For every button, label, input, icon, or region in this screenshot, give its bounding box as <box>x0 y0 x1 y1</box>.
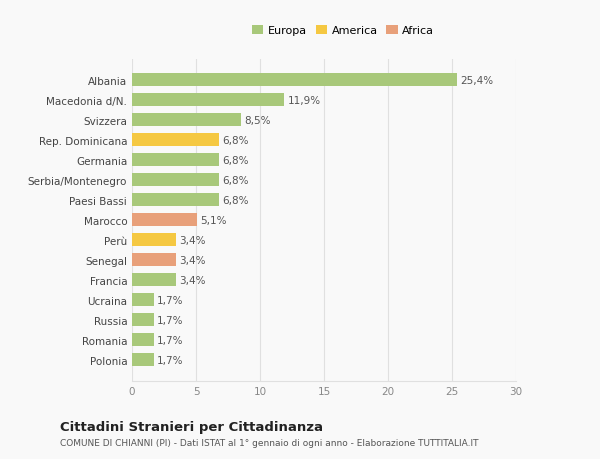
Text: 6,8%: 6,8% <box>222 135 249 146</box>
Text: 11,9%: 11,9% <box>287 96 320 106</box>
Bar <box>132 313 154 326</box>
Bar <box>132 94 284 107</box>
Bar <box>132 194 219 207</box>
Text: 25,4%: 25,4% <box>460 76 493 86</box>
Bar <box>132 114 241 127</box>
Legend: Europa, America, Africa: Europa, America, Africa <box>250 23 436 38</box>
Text: 6,8%: 6,8% <box>222 175 249 185</box>
Text: 3,4%: 3,4% <box>179 275 205 285</box>
Bar <box>132 353 154 366</box>
Text: 6,8%: 6,8% <box>222 156 249 166</box>
Text: 1,7%: 1,7% <box>157 355 184 365</box>
Bar <box>132 134 219 147</box>
Bar <box>132 294 154 307</box>
Text: 3,4%: 3,4% <box>179 235 205 245</box>
Bar <box>132 254 176 267</box>
Text: 1,7%: 1,7% <box>157 335 184 345</box>
Bar <box>132 274 176 286</box>
Text: 6,8%: 6,8% <box>222 196 249 205</box>
Text: 5,1%: 5,1% <box>200 215 227 225</box>
Text: 1,7%: 1,7% <box>157 315 184 325</box>
Bar <box>132 334 154 347</box>
Text: 3,4%: 3,4% <box>179 255 205 265</box>
Bar <box>132 174 219 187</box>
Text: Cittadini Stranieri per Cittadinanza: Cittadini Stranieri per Cittadinanza <box>60 420 323 433</box>
Bar <box>132 234 176 247</box>
Text: 1,7%: 1,7% <box>157 295 184 305</box>
Bar <box>132 214 197 227</box>
Text: 8,5%: 8,5% <box>244 116 271 126</box>
Text: COMUNE DI CHIANNI (PI) - Dati ISTAT al 1° gennaio di ogni anno - Elaborazione TU: COMUNE DI CHIANNI (PI) - Dati ISTAT al 1… <box>60 438 479 448</box>
Bar <box>132 154 219 167</box>
Bar <box>132 74 457 87</box>
